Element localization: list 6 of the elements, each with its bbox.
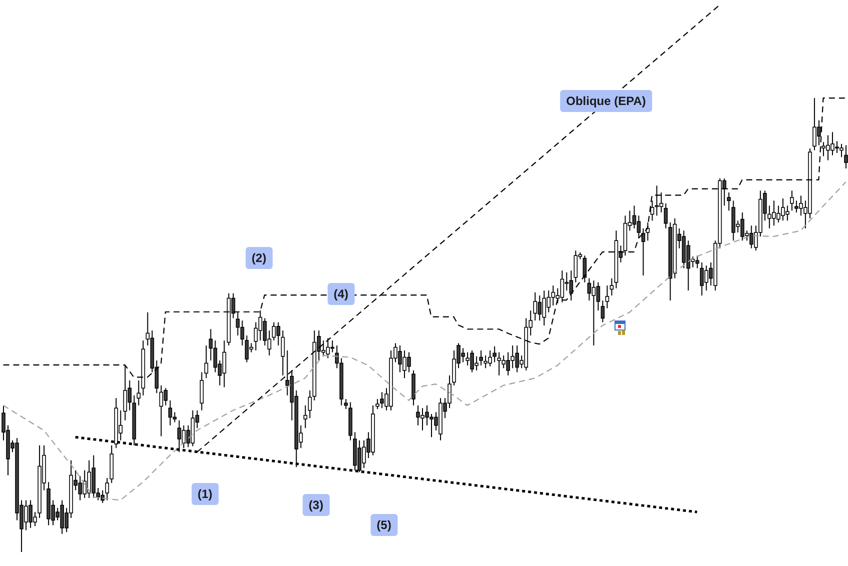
annotation: (1) [192, 483, 218, 505]
annotation: (4) [328, 283, 354, 305]
annotation: (5) [370, 514, 398, 536]
annotation: Oblique (EPA) [560, 90, 652, 112]
annotation: (2) [246, 247, 272, 269]
annotation: (3) [302, 494, 330, 516]
